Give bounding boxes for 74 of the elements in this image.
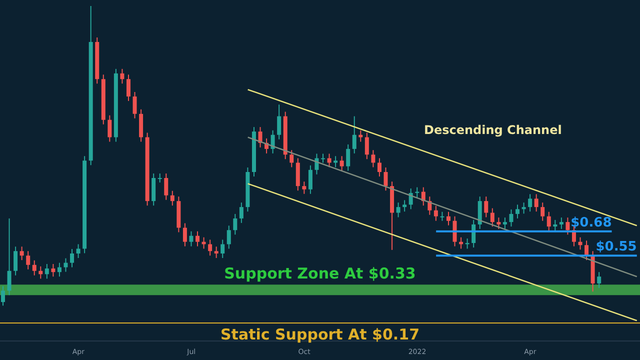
candlestick — [108, 114, 112, 142]
candlestick — [38, 266, 43, 280]
candlestick — [502, 217, 507, 230]
candlestick — [132, 91, 137, 119]
candlestick — [509, 208, 514, 228]
candlestick — [64, 258, 68, 272]
band-label: Support Zone At $0.33 — [224, 264, 416, 283]
candlestick — [290, 150, 294, 168]
candlestick — [553, 219, 558, 232]
candlestick — [277, 104, 282, 140]
series-label: $0.55 — [596, 240, 637, 255]
annotation: Descending Channel — [424, 123, 562, 137]
candlestick — [7, 218, 12, 296]
candlestick — [478, 196, 482, 230]
candlestick — [584, 240, 589, 261]
candlestick — [364, 132, 369, 160]
candlestick — [302, 181, 306, 194]
candlestick — [57, 262, 62, 278]
candlestick — [44, 263, 49, 280]
candlestick — [126, 74, 130, 102]
candlestick — [396, 202, 400, 218]
candlestick — [139, 108, 144, 142]
candlestick — [334, 156, 338, 168]
candlestick — [352, 116, 356, 154]
candlestick — [384, 167, 388, 192]
candlestick — [70, 248, 74, 268]
series-label: $0.68 — [570, 215, 612, 230]
candlestick — [76, 244, 80, 258]
candlestick — [546, 211, 551, 232]
candlestick — [189, 230, 194, 247]
candlestick — [208, 239, 212, 256]
candlestick — [214, 246, 218, 258]
candlestick — [522, 202, 526, 214]
candlestick — [566, 217, 570, 236]
candlestick — [233, 213, 238, 236]
candlestick — [434, 205, 438, 222]
candlestick — [196, 230, 200, 247]
candlestick — [578, 236, 582, 250]
candlestick — [270, 130, 275, 154]
candlestick — [528, 194, 532, 212]
candlestick — [377, 158, 382, 177]
candlestick — [26, 250, 30, 270]
candlestick — [220, 239, 225, 258]
candlestick — [239, 202, 244, 224]
candlestick — [327, 153, 332, 168]
candlestick — [314, 153, 319, 175]
candlestick — [496, 217, 501, 230]
candlestick — [152, 172, 156, 206]
candlestick — [516, 204, 520, 219]
candlestick — [534, 194, 538, 212]
candlestick — [51, 263, 56, 278]
candlestick — [14, 246, 18, 276]
candlestick — [540, 202, 545, 222]
candlestick — [182, 222, 187, 247]
candlestick — [340, 156, 344, 172]
candlestick — [120, 68, 124, 84]
candlestick — [402, 200, 407, 212]
candlestick — [597, 272, 602, 288]
candlestick — [1, 286, 5, 306]
candlestick — [20, 246, 24, 261]
candlestick — [308, 164, 312, 194]
candlestick — [371, 150, 376, 168]
candlestick — [446, 211, 450, 226]
candlestick — [490, 208, 494, 228]
ref-line-label: Static Support At $0.17 — [220, 326, 420, 344]
candlestick — [452, 216, 457, 247]
candlestick — [164, 172, 168, 200]
candlestick — [296, 158, 300, 192]
candlestick — [226, 225, 231, 250]
candlestick — [346, 144, 350, 172]
candlestick — [170, 190, 174, 206]
candlestick — [32, 260, 36, 276]
candlestick — [559, 217, 564, 230]
candlestick — [484, 196, 488, 218]
